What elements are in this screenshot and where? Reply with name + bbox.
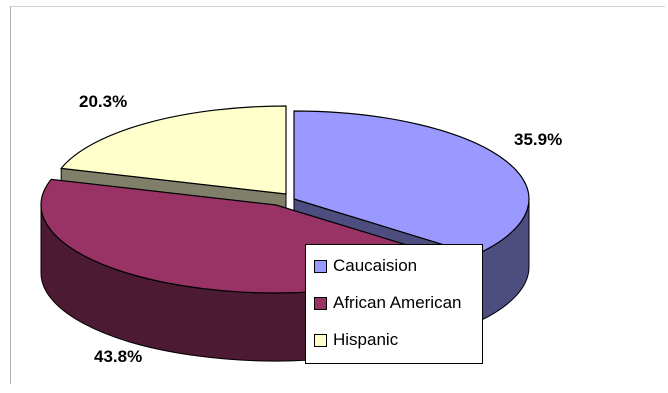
legend-label-hispanic: Hispanic: [333, 330, 399, 349]
chart-area: [10, 6, 665, 384]
slice-top-caucaision: [293, 110, 530, 256]
legend: Caucaision African American Hispanic: [305, 244, 483, 364]
legend-item-caucaision: Caucaision: [314, 255, 417, 277]
legend-swatch-african-american: [314, 296, 327, 310]
data-label-caucaision: 35.9%: [514, 130, 563, 149]
slice-top-hispanic: [60, 105, 287, 195]
legend-item-hispanic: Hispanic: [314, 329, 398, 351]
data-label-african-american: 43.8%: [94, 347, 143, 366]
legend-label-caucaision: Caucaision: [333, 256, 418, 275]
legend-swatch-hispanic: [314, 333, 327, 347]
legend-swatch-caucaision: [314, 259, 327, 273]
legend-item-african-american: African American: [314, 292, 462, 314]
legend-label-african-american: African American: [333, 293, 462, 312]
data-label-hispanic: 20.3%: [79, 92, 128, 111]
